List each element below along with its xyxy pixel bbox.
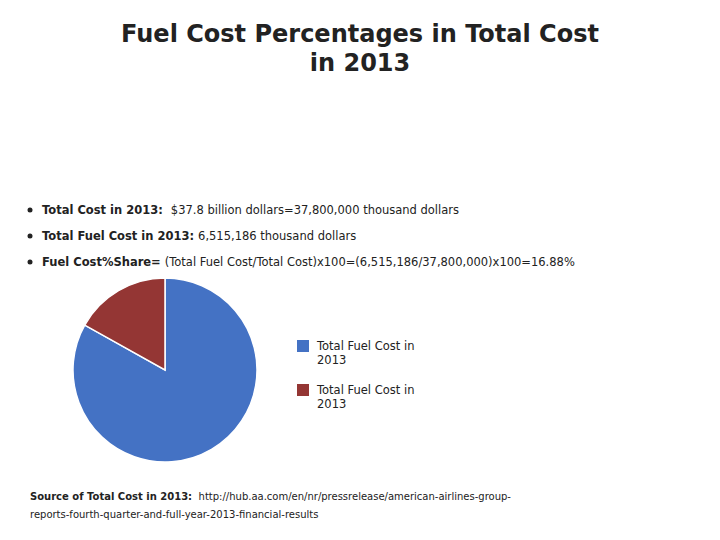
bullet-label: Fuel Cost%Share= [42, 255, 161, 269]
bullet-text: $37.8 billion dollars=37,800,000 thousan… [171, 203, 459, 217]
bullet-label: Total Fuel Cost in 2013: [42, 229, 194, 243]
title: Fuel Cost Percentages in Total Costin 20… [121, 20, 599, 77]
source-url: http://hub.aa.com/en/nr/pressrelease/ame… [199, 491, 512, 502]
bullet-text: 6,515,186 thousand dollars [198, 229, 356, 243]
bullet [28, 234, 33, 239]
pie-slice [73, 278, 257, 462]
legend-label: Total Fuel Cost in2013 [316, 383, 414, 411]
source-label: Source of Total Cost in 2013: [30, 491, 196, 502]
legend-label: Total Fuel Cost in2013 [316, 339, 414, 367]
pie-slice [85, 278, 165, 370]
bullet [28, 260, 33, 265]
legend-swatch [297, 340, 309, 352]
bullet-label: Total Cost in 2013: [42, 203, 167, 217]
pie [73, 278, 257, 462]
source-url: reports-fourth-quarter-and-full-year-201… [30, 509, 318, 520]
legend-swatch [297, 384, 309, 396]
chart: Fuel Cost Percentages in Total Costin 20… [0, 0, 720, 540]
bullet [28, 208, 33, 213]
bullet-text: (Total Fuel Cost/Total Cost)x100=(6,515,… [165, 255, 575, 269]
legend: Total Fuel Cost in2013 Total Fuel Cost in… [297, 339, 414, 411]
